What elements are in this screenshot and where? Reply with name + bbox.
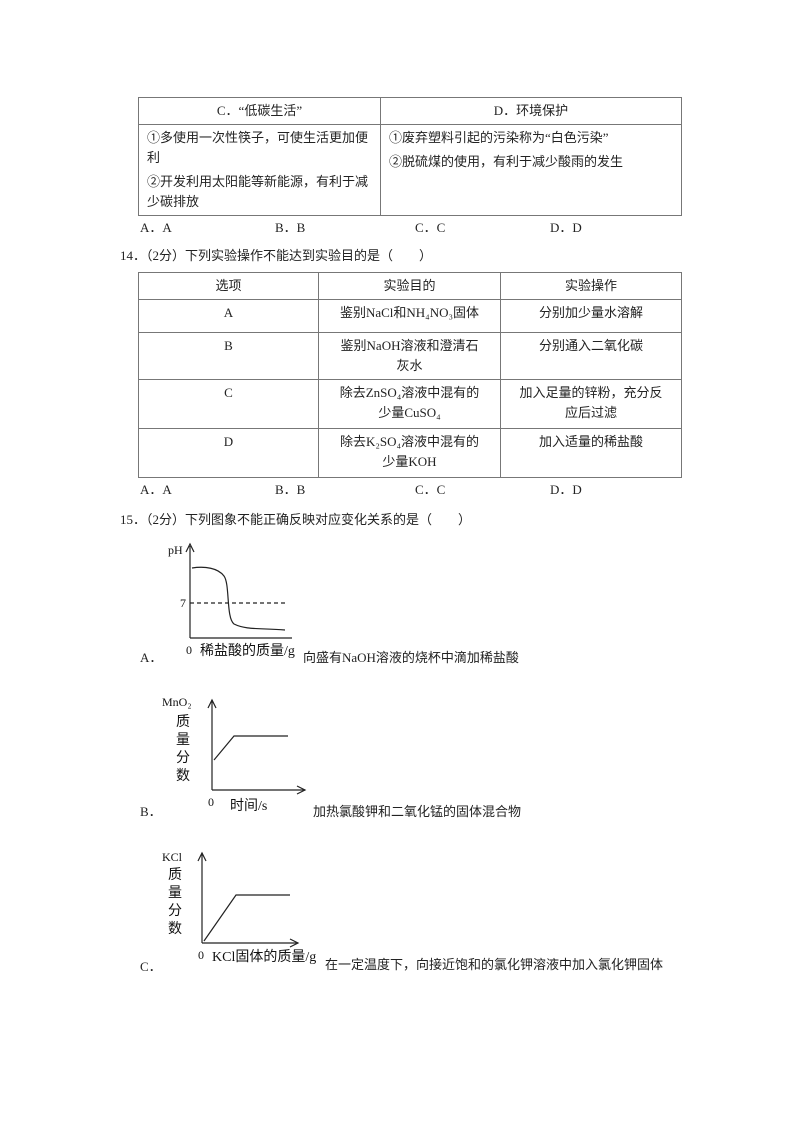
graph-c: KCl 质 量 分 数 0 KCl固体的质量/g [162, 850, 316, 965]
option: C．C [415, 482, 446, 497]
table-header: C．“低碳生活” [138, 97, 381, 125]
table-cell: 鉴别NaCl和NH₄NO₃固体 [318, 299, 501, 333]
cell-line: ②脱硫煤的使用，有利于减少酸雨的发生 [389, 154, 624, 169]
origin: 0 [208, 795, 214, 809]
y-mark: 7 [180, 596, 186, 610]
option: A．A [140, 482, 172, 497]
option: C．C [415, 220, 446, 235]
origin: 0 [186, 643, 192, 657]
table-cell: 分别通入二氧化碳 [500, 332, 682, 380]
table-cell: D [138, 428, 319, 478]
table-cell: C [138, 379, 319, 429]
y-label: MnO₂ [162, 695, 192, 709]
table-14: 选项 实验目的 实验操作 A 鉴别NaCl和NH₄NO₃固体 分别加少量水溶解 … [138, 272, 682, 478]
y-label: 分 [168, 903, 182, 919]
y-label: 量 [168, 885, 182, 901]
y-label: 量 [176, 732, 190, 748]
option: B．B [275, 482, 306, 497]
table-cell: 除去K₂SO₄溶液中混有的少量KOH [318, 428, 501, 478]
cell-line: ①废弃塑料引起的污染称为“白色污染” [389, 130, 609, 145]
table-header: 选项 [138, 272, 319, 300]
x-label: KCl固体的质量/g [212, 949, 316, 965]
y-label: 分 [176, 750, 190, 766]
table-cell: 加入适量的稀盐酸 [500, 428, 682, 478]
y-label: 质 [176, 714, 190, 730]
graph-a: pH 7 0 稀盐酸的质量/g [168, 542, 295, 659]
y-label: pH [168, 543, 183, 557]
table-cell: 加入足量的锌粉，充分反应后过滤 [500, 379, 682, 429]
option: D．D [550, 220, 582, 235]
question-stem: 14．（2分）下列实验操作不能达到实验目的是（ ） [120, 248, 433, 263]
option-letter: C． [140, 959, 162, 974]
y-label: 数 [176, 768, 190, 784]
table-header: 实验操作 [500, 272, 682, 300]
option-letter: B． [140, 804, 162, 819]
table-cell: B [138, 332, 319, 380]
x-label: 时间/s [230, 798, 267, 814]
table-cell: ①多使用一次性筷子，可使生活更加便利 ②开发利用太阳能等新能源，有利于减少碳排放 [138, 124, 381, 216]
y-label: KCl [162, 850, 183, 864]
table-header: 实验目的 [318, 272, 501, 300]
cell-line: ②开发利用太阳能等新能源，有利于减少碳排放 [147, 174, 369, 209]
table-cell: 分别加少量水溶解 [500, 299, 682, 333]
option-letter: A． [140, 650, 163, 665]
table-header: D．环境保护 [380, 97, 682, 125]
origin: 0 [198, 948, 204, 962]
x-label: 稀盐酸的质量/g [200, 643, 295, 659]
caption: 向盛有NaOH溶液的烧杯中滴加稀盐酸 [303, 650, 519, 665]
option: B．B [275, 220, 306, 235]
question-stem: 15．（2分）下列图象不能正确反映对应变化关系的是（ ） [120, 512, 472, 527]
y-label: 数 [168, 921, 182, 937]
table-cell: A [138, 299, 319, 333]
caption: 在一定温度下，向接近饱和的氯化钾溶液中加入氯化钾固体 [325, 957, 664, 972]
table-cell: 鉴别NaOH溶液和澄清石灰水 [318, 332, 501, 380]
table-cell: ①废弃塑料引起的污染称为“白色污染” ②脱硫煤的使用，有利于减少酸雨的发生 [380, 124, 682, 216]
table-13: C．“低碳生活” D．环境保护 ①多使用一次性筷子，可使生活更加便利 ②开发利用… [138, 97, 682, 216]
y-label: 质 [168, 867, 182, 883]
option: D．D [550, 482, 582, 497]
graph-b: MnO₂ 质 量 分 数 0 时间/s [162, 695, 307, 814]
caption: 加热氯酸钾和二氧化锰的固体混合物 [313, 804, 522, 819]
option: A．A [140, 220, 172, 235]
table-cell: 除去ZnSO₄溶液中混有的少量CuSO₄ [318, 379, 501, 429]
cell-line: ①多使用一次性筷子，可使生活更加便利 [147, 130, 369, 165]
